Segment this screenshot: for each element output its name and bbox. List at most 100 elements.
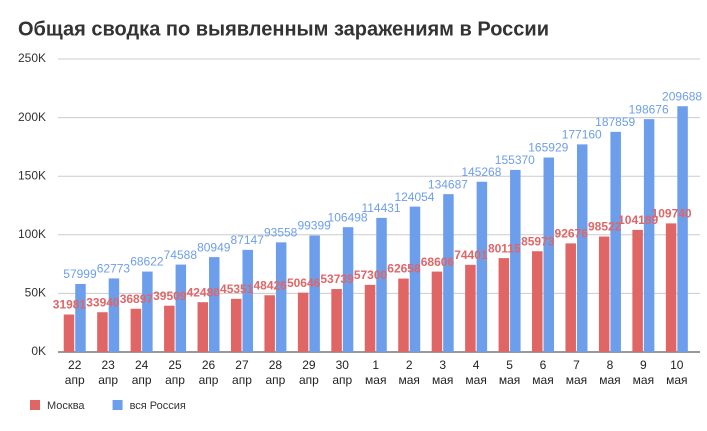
data-label: 31981 bbox=[53, 298, 87, 312]
x-tick-label: 25 апр bbox=[165, 358, 185, 387]
x-tick-label: 5 мая bbox=[498, 358, 521, 387]
data-label: 57999 bbox=[63, 267, 97, 281]
data-label: 48426 bbox=[253, 278, 287, 292]
x-tick-label: 10 мая bbox=[666, 358, 688, 387]
x-tick-label: 3 мая bbox=[431, 358, 454, 387]
y-tick-label: 150K bbox=[18, 168, 46, 182]
x-tick-label: 30 апр bbox=[332, 358, 353, 387]
data-label: 98522 bbox=[588, 220, 622, 234]
data-label: 80949 bbox=[197, 240, 231, 254]
data-label: 87147 bbox=[231, 233, 265, 247]
bar bbox=[409, 206, 421, 352]
bar bbox=[476, 181, 488, 352]
bar bbox=[443, 194, 454, 352]
bar bbox=[643, 119, 655, 352]
data-label: 57300 bbox=[354, 268, 388, 282]
data-label: 124054 bbox=[394, 190, 434, 204]
x-tick-label: 28 апр bbox=[265, 358, 286, 387]
bar bbox=[130, 308, 142, 352]
x-tick-label: 23 апр bbox=[98, 358, 119, 387]
bar bbox=[197, 302, 209, 352]
bar bbox=[598, 236, 610, 352]
bar bbox=[342, 227, 354, 352]
data-label: 53739 bbox=[320, 272, 354, 286]
bar bbox=[242, 249, 253, 352]
bar bbox=[543, 157, 555, 352]
bar bbox=[510, 169, 521, 352]
bar bbox=[175, 264, 187, 352]
data-label: 93558 bbox=[264, 226, 298, 240]
bar bbox=[398, 278, 409, 352]
bar bbox=[297, 292, 309, 352]
x-tick-label: 8 мая bbox=[599, 358, 621, 387]
bar bbox=[565, 243, 576, 352]
data-label: 42480 bbox=[187, 285, 221, 299]
data-label: 165929 bbox=[528, 141, 568, 155]
bar bbox=[610, 131, 621, 352]
legend-label: вся Россия bbox=[130, 400, 186, 412]
data-label: 74401 bbox=[454, 248, 488, 262]
bar bbox=[364, 284, 376, 352]
bar bbox=[309, 235, 320, 352]
data-label: 68606 bbox=[421, 255, 455, 269]
bar bbox=[264, 295, 275, 352]
legend-swatch bbox=[112, 400, 123, 410]
bar bbox=[230, 298, 242, 352]
x-tick-label: 9 мая bbox=[632, 358, 655, 387]
bar bbox=[532, 251, 543, 352]
bar bbox=[576, 144, 588, 352]
data-label: 114431 bbox=[361, 201, 400, 215]
x-tick-label: 27 апр bbox=[232, 358, 252, 387]
bar bbox=[142, 271, 153, 352]
x-tick-label: 24 апр bbox=[131, 358, 152, 387]
y-tick-label: 0K bbox=[31, 344, 46, 358]
x-tick-label: 7 мая bbox=[565, 358, 588, 387]
data-label: 85973 bbox=[521, 234, 555, 248]
data-label: 36897 bbox=[120, 292, 154, 306]
y-tick-label: 50K bbox=[25, 286, 46, 300]
data-label: 92676 bbox=[555, 227, 589, 241]
x-tick-label: 4 мая bbox=[465, 358, 487, 387]
data-label: 68622 bbox=[130, 255, 164, 269]
bar bbox=[108, 278, 120, 352]
bar bbox=[75, 284, 86, 352]
x-tick-label: 29 апр bbox=[298, 358, 319, 387]
x-tick-label: 6 мая bbox=[532, 358, 554, 387]
data-label: 80115 bbox=[488, 241, 521, 255]
data-label: 106498 bbox=[328, 210, 368, 224]
data-label: 134687 bbox=[428, 177, 468, 191]
data-label: 155370 bbox=[495, 153, 535, 167]
y-tick-label: 200K bbox=[18, 110, 46, 124]
data-label: 33940 bbox=[86, 295, 120, 309]
data-label: 74588 bbox=[164, 248, 198, 262]
x-tick-label: 1 мая bbox=[365, 358, 387, 387]
y-tick-label: 250K bbox=[18, 51, 46, 65]
bar bbox=[498, 258, 510, 352]
bar bbox=[63, 314, 75, 352]
data-label: 39509 bbox=[153, 289, 187, 303]
data-label: 109740 bbox=[652, 207, 692, 221]
data-label: 62773 bbox=[97, 262, 131, 276]
bar bbox=[677, 106, 688, 352]
data-label: 187859 bbox=[595, 115, 635, 129]
bar bbox=[465, 264, 476, 352]
bar bbox=[376, 217, 387, 352]
bar bbox=[275, 242, 287, 352]
bar bbox=[164, 305, 175, 352]
bar bbox=[97, 312, 108, 352]
bar bbox=[665, 223, 677, 352]
data-label: 198676 bbox=[629, 102, 669, 116]
bar bbox=[331, 289, 342, 352]
y-tick-label: 100K bbox=[18, 227, 46, 241]
legend-label: Москва bbox=[47, 400, 85, 412]
x-tick-label: 26 апр bbox=[198, 358, 219, 387]
data-label: 99399 bbox=[297, 219, 331, 233]
bar bbox=[632, 229, 643, 352]
data-label: 62658 bbox=[387, 262, 421, 276]
data-label: 50646 bbox=[287, 276, 321, 290]
data-label: 177160 bbox=[562, 128, 602, 142]
data-label: 145268 bbox=[461, 165, 501, 179]
legend-swatch bbox=[30, 400, 40, 410]
